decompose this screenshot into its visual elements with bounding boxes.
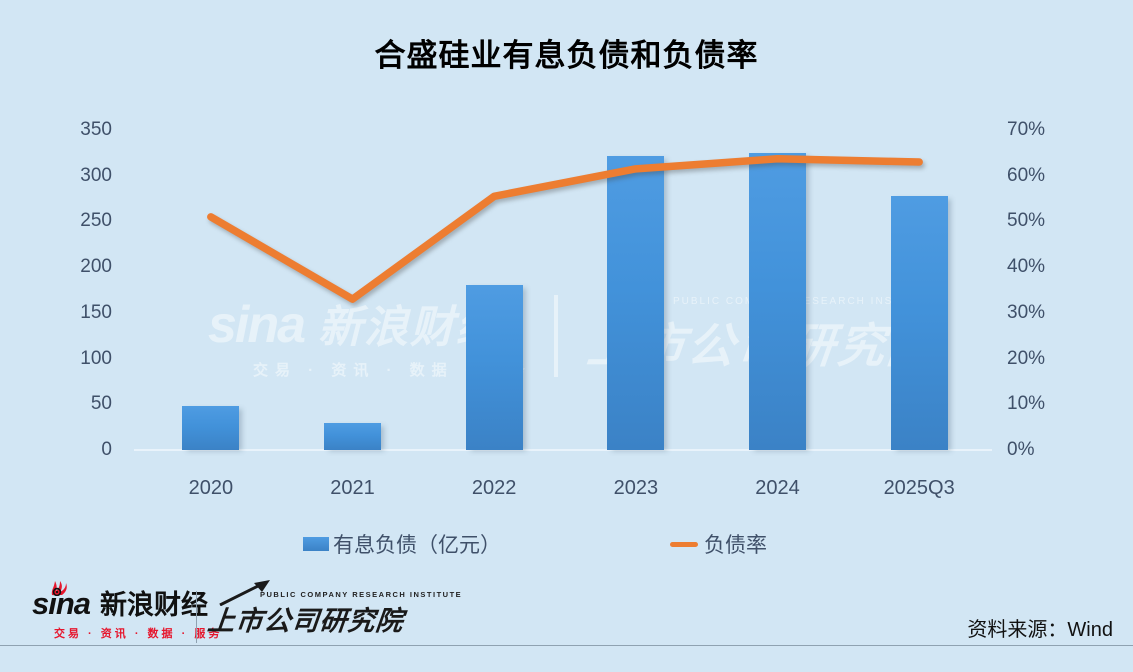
x-axis-label-2020: 2020 (188, 477, 234, 499)
left-axis-tick: 350 (80, 119, 112, 140)
left-axis-tick: 150 (80, 301, 112, 323)
bar-2023 (607, 155, 665, 450)
right-axis-tick: 0% (1007, 439, 1035, 460)
x-axis-line (134, 449, 992, 451)
legend-item-ratio: 负债率 (670, 529, 767, 559)
sina-finance-label: 新浪财经 (100, 590, 209, 620)
right-axis-tick: 60% (1007, 164, 1046, 186)
watermark-tagline: 交易 · 资讯 · 数据 · 服务 (253, 362, 532, 379)
bar-2025Q3 (890, 195, 948, 450)
x-axis-label-2023: 2023 (613, 477, 659, 499)
footer-divider-line (0, 645, 1133, 646)
line-legend-label: 负债率 (704, 534, 767, 557)
watermark-sina-wordmark: sina (208, 296, 306, 354)
left-axis-tick: 200 (80, 256, 112, 278)
right-axis-tick: 30% (1007, 301, 1046, 323)
bar-2022 (465, 284, 523, 450)
bar-legend-label: 有息负债（亿元） (333, 534, 501, 557)
left-axis-tick: 100 (80, 347, 112, 369)
institute-label: 上市公司研究院 (206, 606, 406, 636)
legend-item-debt: 有息负债（亿元） (303, 529, 501, 559)
institute-en-label: PUBLIC COMPANY RESEARCH INSTITUTE (260, 590, 463, 599)
sina-flame-icon (51, 581, 67, 596)
chart-title: 合盛硅业有息负债和负债率 (374, 38, 759, 73)
bar-2024 (749, 152, 806, 450)
x-axis-label-2021: 2021 (330, 477, 375, 499)
left-axis-tick: 250 (80, 210, 112, 232)
research-institute-logo: PUBLIC COMPANY RESEARCH INSTITUTE 上市公司研究… (206, 580, 463, 638)
right-axis-tick: 50% (1007, 210, 1046, 232)
data-source-label: 资料来源：Wind (967, 619, 1113, 641)
right-axis-tick: 10% (1007, 393, 1046, 415)
line-legend-swatch (670, 541, 698, 547)
right-axis-tick: 20% (1007, 347, 1046, 369)
bar-2020 (182, 406, 240, 450)
right-axis-tick: 70% (1007, 119, 1046, 140)
x-axis-label-2022: 2022 (471, 477, 517, 499)
x-axis-label-2025Q3: 2025Q3 (883, 477, 955, 499)
debt-ratio-line (207, 155, 923, 303)
watermark-divider (554, 294, 558, 377)
left-axis-tick: 50 (90, 393, 112, 415)
institute-arrow-icon (219, 580, 270, 606)
left-axis-tick: 0 (101, 439, 112, 460)
bar-2021 (324, 423, 381, 450)
bar-legend-swatch (303, 537, 329, 551)
sina-tagline: 交易 · 资讯 · 数据 · 服务 (54, 628, 223, 640)
right-axis-tick: 40% (1007, 256, 1046, 278)
sina-finance-logo: sina 新浪财经 交易 · 资讯 · 数据 · 服务 (32, 581, 223, 641)
footer-logo-separator (196, 591, 197, 643)
left-axis-tick: 300 (80, 164, 112, 186)
x-axis-label-2024: 2024 (755, 477, 800, 499)
